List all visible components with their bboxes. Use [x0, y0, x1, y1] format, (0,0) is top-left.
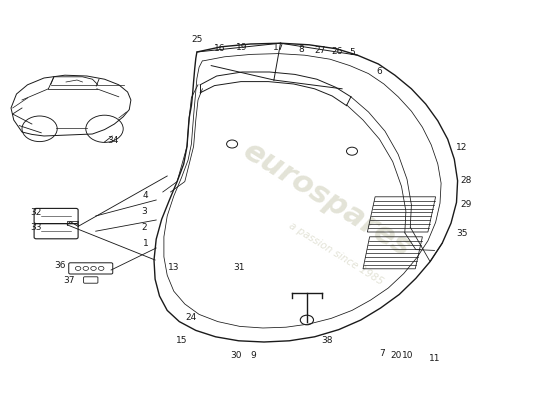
- Text: 10: 10: [403, 352, 414, 360]
- Text: 29: 29: [461, 200, 472, 209]
- Text: 38: 38: [322, 336, 333, 345]
- Text: 16: 16: [214, 44, 225, 53]
- Text: 5: 5: [349, 48, 355, 57]
- Text: 34: 34: [107, 136, 118, 145]
- Text: 28: 28: [461, 176, 472, 185]
- Text: 8: 8: [299, 46, 304, 54]
- Text: 20: 20: [390, 352, 402, 360]
- Text: 9: 9: [250, 351, 256, 360]
- Text: 15: 15: [176, 336, 187, 345]
- Text: 17: 17: [273, 44, 284, 52]
- Text: 11: 11: [429, 354, 440, 363]
- Text: 13: 13: [168, 264, 179, 272]
- Text: 36: 36: [55, 262, 66, 270]
- Text: 26: 26: [332, 48, 343, 56]
- Text: eurospares: eurospares: [238, 137, 417, 263]
- Text: 24: 24: [186, 314, 197, 322]
- Text: 3: 3: [141, 208, 147, 216]
- Text: 30: 30: [231, 351, 242, 360]
- Text: a passion since 1985: a passion since 1985: [287, 221, 384, 287]
- Text: 27: 27: [314, 46, 325, 55]
- Text: 6: 6: [377, 68, 382, 76]
- Text: 12: 12: [456, 144, 468, 152]
- Text: 7: 7: [379, 350, 385, 358]
- Text: 32: 32: [30, 208, 41, 217]
- Text: 33: 33: [30, 224, 41, 232]
- Text: 1: 1: [143, 240, 148, 248]
- Text: 4: 4: [143, 192, 148, 200]
- Text: 2: 2: [141, 224, 147, 232]
- Text: 37: 37: [63, 276, 74, 285]
- Text: 35: 35: [456, 230, 468, 238]
- Text: 31: 31: [234, 264, 245, 272]
- Text: 25: 25: [191, 36, 202, 44]
- Text: 19: 19: [236, 44, 248, 52]
